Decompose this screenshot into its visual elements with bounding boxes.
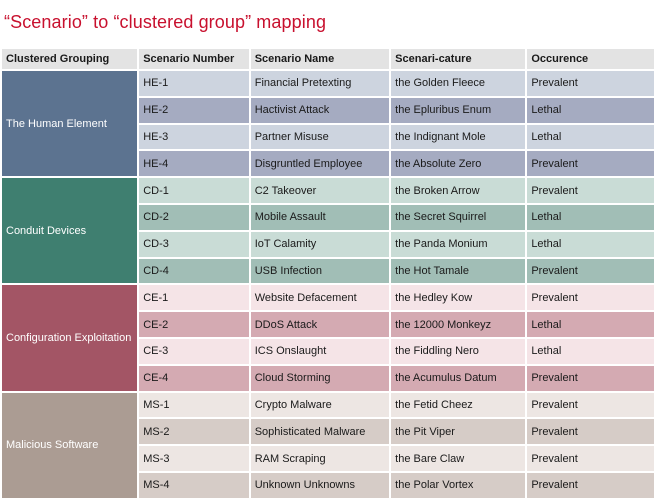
occurence-cell: Prevalent	[527, 472, 656, 500]
scenario-name-cell: Sophisticated Malware	[250, 419, 392, 447]
group-cell: Configuration Exploitation	[2, 285, 140, 393]
scenario-name-cell: ICS Onslaught	[250, 338, 392, 366]
scenari-cature-cell: the Panda Monium	[391, 231, 528, 259]
occurence-cell: Prevalent	[527, 71, 656, 98]
scenario-name-cell: IoT Calamity	[250, 231, 392, 259]
scenario-name-cell: USB Infection	[250, 258, 392, 286]
scenario-name-cell: Cloud Storming	[250, 365, 392, 393]
scenari-cature-cell: the Golden Fleece	[391, 71, 528, 98]
scenari-cature-cell: the Pit Viper	[391, 419, 528, 447]
scenari-cature-cell: the Secret Squirrel	[391, 204, 528, 232]
occurence-cell: Lethal	[527, 231, 656, 259]
table-row: CD-4 USB Infection the Hot Tamale Prevalent	[2, 258, 656, 286]
table-row: HE-4 Disgruntled Employee the Absolute Zer…	[2, 151, 656, 179]
table-row: MS-3 RAM Scraping the Bare Claw Prevalent	[2, 446, 656, 473]
table-row: CE-3 ICS Onslaught the Fiddling Nero Lethal	[2, 338, 656, 366]
occurence-cell: Lethal	[527, 338, 656, 366]
scenari-cature-cell: the Acumulus Datum	[391, 365, 528, 393]
scenari-cature-cell: the Polar Vortex	[391, 472, 528, 500]
page-title: “Scenario” to “clustered group” mapping	[4, 12, 327, 32]
occurence-cell: Prevalent	[527, 419, 656, 447]
scenari-cature-cell: the Indignant Mole	[391, 124, 528, 152]
occurence-cell: Lethal	[527, 124, 656, 152]
scenario-number-cell: MS-3	[139, 446, 251, 473]
scenari-cature-cell: the Bare Claw	[391, 446, 528, 473]
header-scenario-name: Scenario Name	[250, 49, 392, 71]
header-clustered-grouping: Clustered Grouping	[2, 49, 140, 71]
scenario-name-cell: Crypto Malware	[250, 392, 392, 420]
scenari-cature-cell: the 12000 Monkeyz	[391, 312, 528, 339]
occurence-cell: Prevalent	[527, 258, 656, 286]
scenario-number-cell: CE-3	[139, 338, 251, 366]
table-row: HE-2 Hactivist Attack the Epluribus Enum Le…	[2, 97, 656, 125]
scenari-cature-cell: the Fiddling Nero	[391, 338, 528, 366]
scenario-number-cell: CD-1	[139, 178, 251, 205]
scenario-name-cell: Unknown Unknowns	[250, 472, 392, 500]
scenario-name-cell: Partner Misuse	[250, 124, 392, 152]
occurence-cell: Lethal	[527, 97, 656, 125]
occurence-cell: Prevalent	[527, 365, 656, 393]
table-row: HE-3 Partner Misuse the Indignant Mole Leth…	[2, 124, 656, 152]
scenario-number-cell: CE-4	[139, 365, 251, 393]
scenari-cature-cell: the Hedley Kow	[391, 285, 528, 313]
table-row: CD-3 IoT Calamity the Panda Monium Lethal	[2, 231, 656, 259]
occurence-cell: Prevalent	[527, 446, 656, 473]
scenario-number-cell: CD-2	[139, 204, 251, 232]
scenario-number-cell: CD-3	[139, 231, 251, 259]
table-row: CE-4 Cloud Storming the Acumulus Datum Prev…	[2, 365, 656, 393]
header-occurence: Occurence	[527, 49, 656, 71]
scenario-number-cell: HE-3	[139, 124, 251, 152]
occurence-cell: Prevalent	[527, 285, 656, 313]
table-row: MS-2 Sophisticated Malware the Pit Viper Pr…	[2, 419, 656, 447]
table-row: CD-2 Mobile Assault the Secret Squirrel Let…	[2, 204, 656, 232]
group-cell: The Human Element	[2, 71, 140, 179]
group-cell: Conduit Devices	[2, 178, 140, 286]
occurence-cell: Prevalent	[527, 178, 656, 205]
scenario-name-cell: Mobile Assault	[250, 204, 392, 232]
scenario-number-cell: CE-2	[139, 312, 251, 339]
scenario-number-cell: MS-1	[139, 392, 251, 420]
scenari-cature-cell: the Hot Tamale	[391, 258, 528, 286]
scenario-number-cell: CD-4	[139, 258, 251, 286]
table-row: Conduit Devices CD-1 C2 Takeover the Broken…	[2, 178, 656, 286]
scenario-mapping-table: Clustered Grouping Scenario Number Scena…	[2, 49, 656, 500]
header-row: Clustered Grouping Scenario Number Scena…	[2, 49, 656, 71]
scenario-name-cell: Disgruntled Employee	[250, 151, 392, 179]
scenario-name-cell: RAM Scraping	[250, 446, 392, 473]
header-scenari-cature: Scenari-cature	[391, 49, 528, 71]
scenario-number-cell: HE-2	[139, 97, 251, 125]
table-row: CE-2 DDoS Attack the 12000 Monkeyz Lethal	[2, 312, 656, 339]
scenario-name-cell: C2 Takeover	[250, 178, 392, 205]
occurence-cell: Lethal	[527, 204, 656, 232]
scenario-name-cell: Website Defacement	[250, 285, 392, 313]
scenari-cature-cell: the Broken Arrow	[391, 178, 528, 205]
scenario-number-cell: MS-4	[139, 472, 251, 500]
scenari-cature-cell: the Absolute Zero	[391, 151, 528, 179]
scenario-number-cell: HE-4	[139, 151, 251, 179]
header-scenario-number: Scenario Number	[139, 49, 251, 71]
table-body: The Human Element HE-1 Financial Pretextin…	[2, 71, 656, 500]
occurence-cell: Prevalent	[527, 151, 656, 179]
occurence-cell: Lethal	[527, 312, 656, 339]
scenari-cature-cell: the Epluribus Enum	[391, 97, 528, 125]
scenario-name-cell: Hactivist Attack	[250, 97, 392, 125]
scenario-name-cell: DDoS Attack	[250, 312, 392, 339]
scenari-cature-cell: the Fetid Cheez	[391, 392, 528, 420]
table-row: Configuration Exploitation CE-1 Website De…	[2, 285, 656, 393]
scenario-number-cell: HE-1	[139, 71, 251, 98]
scenario-number-cell: CE-1	[139, 285, 251, 313]
table-row: Malicious Software MS-1 Crypto Malware the …	[2, 392, 656, 500]
scenario-number-cell: MS-2	[139, 419, 251, 447]
scenario-name-cell: Financial Pretexting	[250, 71, 392, 98]
table-row: The Human Element HE-1 Financial Pretextin…	[2, 71, 656, 179]
occurence-cell: Prevalent	[527, 392, 656, 420]
